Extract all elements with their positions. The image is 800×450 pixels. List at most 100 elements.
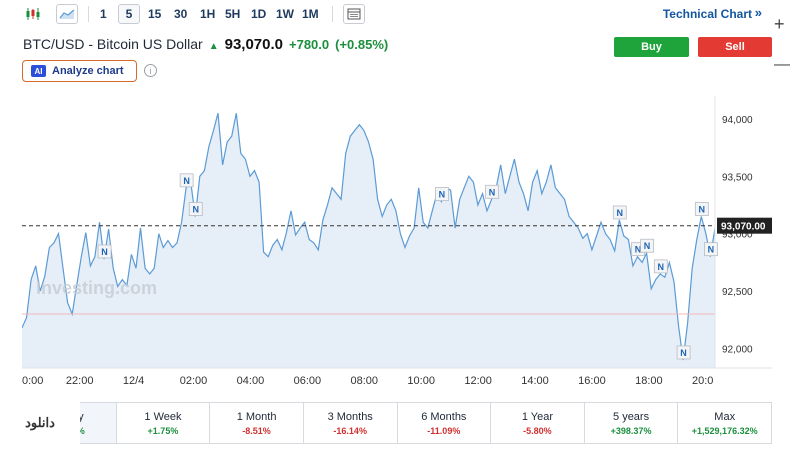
up-arrow-icon: ▲ xyxy=(208,41,219,52)
news-marker-label: N xyxy=(635,245,642,255)
news-marker xyxy=(612,205,627,220)
range-tab-1-year[interactable]: 1 Year -5.80% xyxy=(491,403,585,443)
range-tab-max[interactable]: Max +1,529,176.32% xyxy=(678,403,771,443)
y-tick-label: 94,000 xyxy=(722,115,753,126)
range-label: 5 years xyxy=(613,410,650,423)
download-overlay[interactable]: دانلود xyxy=(0,396,80,450)
range-change: -16.14% xyxy=(333,425,367,436)
price-change-percent: (+0.85%) xyxy=(335,37,389,52)
news-marker xyxy=(485,184,499,199)
interval-30[interactable]: 30 xyxy=(174,7,188,21)
news-marker-label: N xyxy=(680,348,687,358)
range-label: 1 Month xyxy=(236,410,277,423)
news-marker xyxy=(640,238,655,253)
news-marker-label: N xyxy=(644,241,651,251)
price-line xyxy=(21,113,716,361)
x-tick-label: 08:00 xyxy=(351,375,379,387)
range-tab-5-years[interactable]: 5 years +398.37% xyxy=(585,403,679,443)
news-marker xyxy=(97,244,112,259)
price-chart[interactable]: 92,000 92,500 93,000 93,500 94,000 93,070.00 0… xyxy=(21,96,772,388)
news-marker xyxy=(676,345,691,360)
range-label: 6 Months xyxy=(421,410,467,423)
news-marker-label: N xyxy=(183,176,190,186)
area-chart-icon[interactable] xyxy=(56,4,78,24)
range-label: 1 Year xyxy=(521,410,554,423)
y-tick-label: 92,000 xyxy=(722,344,753,355)
range-change: +1.75% xyxy=(147,425,179,436)
instrument-name: BTC/USD - Bitcoin US Dollar xyxy=(23,36,203,52)
range-tab-1-month[interactable]: 1 Month -8.51% xyxy=(210,403,304,443)
x-tick-label: 20:0 xyxy=(692,375,713,387)
news-marker-label: N xyxy=(192,205,199,215)
news-marker xyxy=(435,187,449,201)
interval-5[interactable]: 5 xyxy=(118,4,140,24)
analyze-chart-label: Analyze chart xyxy=(52,65,124,77)
x-tick-label: 14:00 xyxy=(521,375,549,387)
news-marker xyxy=(188,202,203,216)
plus-icon[interactable]: + xyxy=(774,14,785,34)
technical-chart-link[interactable]: Technical Chart xyxy=(662,7,752,21)
y-tick-label: 93,500 xyxy=(722,172,753,183)
candlestick-icon[interactable] xyxy=(22,4,44,24)
current-price-label: 93,070.00 xyxy=(721,222,766,233)
price-chart-svg[interactable]: 92,000 92,500 93,000 93,500 94,000 93,070.00 0… xyxy=(21,96,772,388)
investing-watermark: Investing.com xyxy=(36,278,157,298)
range-tab-1-week[interactable]: 1 Week +1.75% xyxy=(117,403,211,443)
range-change: +1,529,176.32% xyxy=(691,425,758,436)
news-marker xyxy=(653,259,668,274)
x-tick-label: 18:00 xyxy=(635,375,663,387)
time-range-tabs: 1 Day+0.75%1 Week+1.75%1 Month-8.51%3 Mo… xyxy=(22,402,772,444)
range-label: Max xyxy=(714,410,736,423)
x-tick-label: 0:00 xyxy=(22,375,43,387)
interval-1[interactable]: 1 xyxy=(100,7,107,21)
news-marker-label: N xyxy=(616,208,623,218)
last-price: 93,070.0 xyxy=(224,36,283,53)
news-marker-label: N xyxy=(439,190,446,200)
toolbar-divider xyxy=(332,6,333,22)
x-tick-label: 22:00 xyxy=(66,375,94,387)
x-tick-label: 16:00 xyxy=(578,375,606,387)
toolbar-divider xyxy=(88,6,89,22)
range-change: +398.37% xyxy=(610,425,652,436)
range-change: -11.09% xyxy=(427,425,461,436)
x-tick-label: 10:00 xyxy=(407,375,435,387)
interval-1d[interactable]: 1D xyxy=(251,7,267,21)
minus-icon[interactable]: — xyxy=(774,56,790,73)
news-marker-label: N xyxy=(489,187,496,197)
news-marker xyxy=(179,173,194,188)
range-tab-3-months[interactable]: 3 Months -16.14% xyxy=(304,403,398,443)
news-marker xyxy=(694,202,709,216)
range-label: 3 Months xyxy=(327,410,373,423)
y-tick-label: 93,000 xyxy=(722,230,753,241)
news-marker-label: N xyxy=(657,262,664,272)
sell-button[interactable]: Sell xyxy=(698,37,772,57)
range-change: -5.80% xyxy=(523,425,552,436)
x-tick-label: 04:00 xyxy=(237,375,265,387)
x-tick-label: 12/4 xyxy=(123,375,144,387)
news-marker-label: N xyxy=(708,245,715,255)
current-price-badge xyxy=(717,217,772,234)
interval-5h[interactable]: 5H xyxy=(225,7,241,21)
price-change: +780.0 xyxy=(289,37,330,52)
price-area xyxy=(22,113,715,368)
calendar-icon[interactable] xyxy=(343,4,365,24)
news-marker-label: N xyxy=(699,205,706,215)
x-tick-label: 12:00 xyxy=(464,375,492,387)
y-tick-label: 92,500 xyxy=(722,287,753,298)
interval-1m[interactable]: 1M xyxy=(302,7,319,21)
chart-toolbar: 1 5 15 30 1H 5H 1D 1W 1M Technical Chart… xyxy=(0,0,800,34)
buy-button[interactable]: Buy xyxy=(614,37,689,57)
range-change: -8.51% xyxy=(242,425,271,436)
instrument-header: BTC/USD - Bitcoin US Dollar ▲ 93,070.0 +… xyxy=(23,36,388,53)
info-icon[interactable]: i xyxy=(144,64,157,77)
ai-icon: AI xyxy=(31,65,46,77)
interval-15[interactable]: 15 xyxy=(148,7,162,21)
interval-1h[interactable]: 1H xyxy=(200,7,216,21)
range-label: 1 Week xyxy=(144,410,182,423)
double-chevron-icon[interactable]: » xyxy=(754,5,762,20)
range-tab-6-months[interactable]: 6 Months -11.09% xyxy=(398,403,492,443)
interval-1w[interactable]: 1W xyxy=(276,7,294,21)
x-tick-label: 02:00 xyxy=(180,375,208,387)
analyze-chart-button[interactable]: AI Analyze chart xyxy=(22,60,137,82)
news-marker-label: N xyxy=(101,247,108,257)
